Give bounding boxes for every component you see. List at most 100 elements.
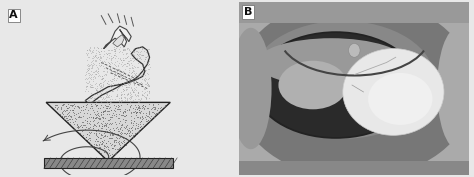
Point [142, 50, 150, 53]
Point [133, 57, 140, 59]
Ellipse shape [251, 21, 435, 139]
Point [85, 131, 93, 134]
Point [123, 62, 130, 65]
Point [137, 54, 145, 56]
Point [146, 63, 153, 66]
Point [93, 52, 100, 55]
Point [92, 59, 100, 61]
Point [116, 144, 124, 146]
Point [93, 148, 100, 151]
Point [132, 75, 140, 77]
Point [82, 98, 89, 101]
Point [100, 145, 108, 148]
Point [120, 95, 128, 98]
Point [97, 107, 104, 109]
Point [119, 139, 127, 142]
Point [97, 62, 105, 65]
Point [85, 122, 93, 124]
Point [114, 133, 122, 136]
Point [103, 101, 111, 104]
Point [130, 74, 138, 77]
Bar [44, 158, 173, 168]
Point [109, 81, 117, 84]
Point [57, 115, 65, 118]
Point [88, 76, 95, 79]
Point [143, 87, 150, 90]
Point [109, 77, 116, 80]
Point [69, 108, 77, 111]
Point [102, 128, 110, 131]
Point [113, 70, 121, 73]
Point [142, 58, 149, 61]
Point [118, 70, 126, 73]
Point [75, 125, 82, 128]
Point [99, 140, 106, 143]
Point [58, 112, 65, 115]
Point [103, 92, 111, 95]
Polygon shape [46, 102, 170, 161]
Point [128, 126, 135, 129]
Point [96, 56, 104, 59]
Point [98, 46, 105, 49]
Point [129, 52, 137, 55]
Point [100, 60, 108, 63]
Point [108, 70, 115, 73]
Point [143, 93, 150, 96]
Point [151, 106, 158, 109]
Point [97, 54, 104, 57]
Point [103, 113, 111, 116]
Point [112, 104, 120, 107]
Point [134, 74, 142, 77]
Point [97, 101, 105, 104]
Point [77, 116, 85, 119]
Point [88, 63, 96, 66]
Point [88, 51, 95, 54]
Point [104, 48, 112, 51]
Point [116, 132, 123, 135]
Point [100, 52, 108, 55]
Point [128, 95, 135, 98]
Point [110, 48, 118, 50]
Point [105, 62, 113, 64]
Point [100, 135, 107, 138]
Point [79, 109, 87, 112]
Point [60, 113, 67, 116]
Point [135, 129, 142, 131]
Point [111, 144, 118, 147]
Point [89, 126, 97, 129]
Point [108, 143, 116, 145]
Point [134, 53, 141, 56]
Point [73, 128, 81, 131]
Point [95, 73, 103, 76]
Point [140, 92, 148, 95]
Point [101, 73, 109, 75]
Point [117, 140, 125, 143]
Point [124, 85, 132, 88]
Point [83, 133, 91, 136]
Point [94, 70, 101, 73]
Point [120, 109, 128, 112]
Point [96, 90, 103, 93]
Point [92, 116, 100, 119]
Point [109, 70, 117, 73]
Point [83, 64, 91, 67]
Point [115, 108, 123, 111]
Point [107, 57, 115, 60]
Point [108, 56, 115, 59]
Point [103, 95, 110, 98]
Point [131, 73, 139, 76]
Point [142, 114, 149, 117]
Point [70, 126, 77, 129]
Point [105, 107, 112, 110]
Point [98, 78, 105, 81]
Point [73, 125, 81, 128]
Point [63, 106, 71, 109]
Point [82, 72, 90, 75]
Point [120, 84, 128, 86]
Point [131, 88, 138, 91]
Point [116, 110, 123, 113]
Point [93, 103, 100, 106]
Point [135, 97, 143, 100]
Point [91, 76, 99, 79]
Point [139, 103, 146, 106]
